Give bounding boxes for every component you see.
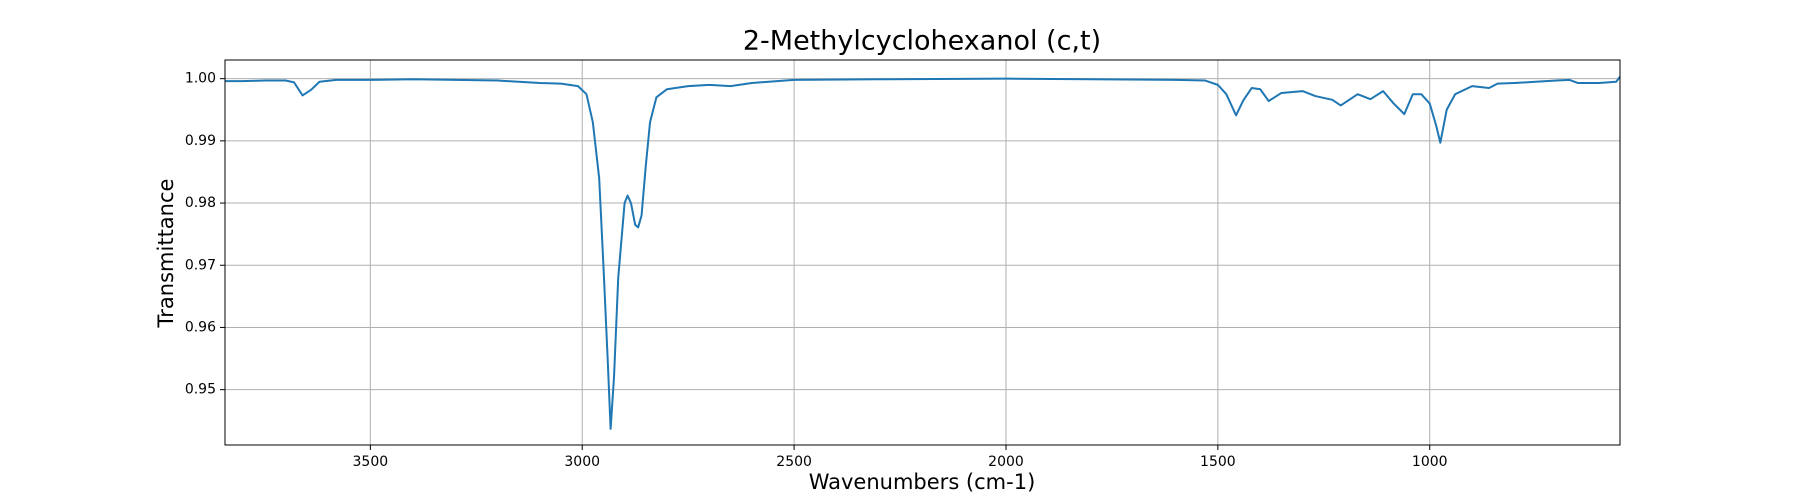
spectrum-line bbox=[225, 76, 1621, 430]
y-tick-label: 0.97 bbox=[185, 257, 216, 273]
y-tick-label: 0.98 bbox=[185, 195, 216, 211]
y-axis-label: Transmittance bbox=[154, 179, 178, 329]
y-tick-label: 1.00 bbox=[185, 71, 216, 87]
x-tick-label: 2500 bbox=[776, 454, 812, 470]
chart-title: 2-Methylcyclohexanol (c,t) bbox=[743, 26, 1101, 57]
y-tick-label: 0.95 bbox=[185, 382, 216, 398]
x-tick-label: 1500 bbox=[1200, 454, 1236, 470]
x-tick-label: 3000 bbox=[564, 454, 600, 470]
plot-frame bbox=[224, 59, 1621, 446]
x-tick-label: 3500 bbox=[353, 454, 389, 470]
x-axis-label: Wavenumbers (cm-1) bbox=[809, 470, 1036, 494]
x-tick-label: 2000 bbox=[988, 454, 1024, 470]
y-tick-label: 0.96 bbox=[185, 319, 216, 335]
y-tick-label: 0.99 bbox=[185, 133, 216, 149]
x-tick-label: 1000 bbox=[1412, 454, 1448, 470]
